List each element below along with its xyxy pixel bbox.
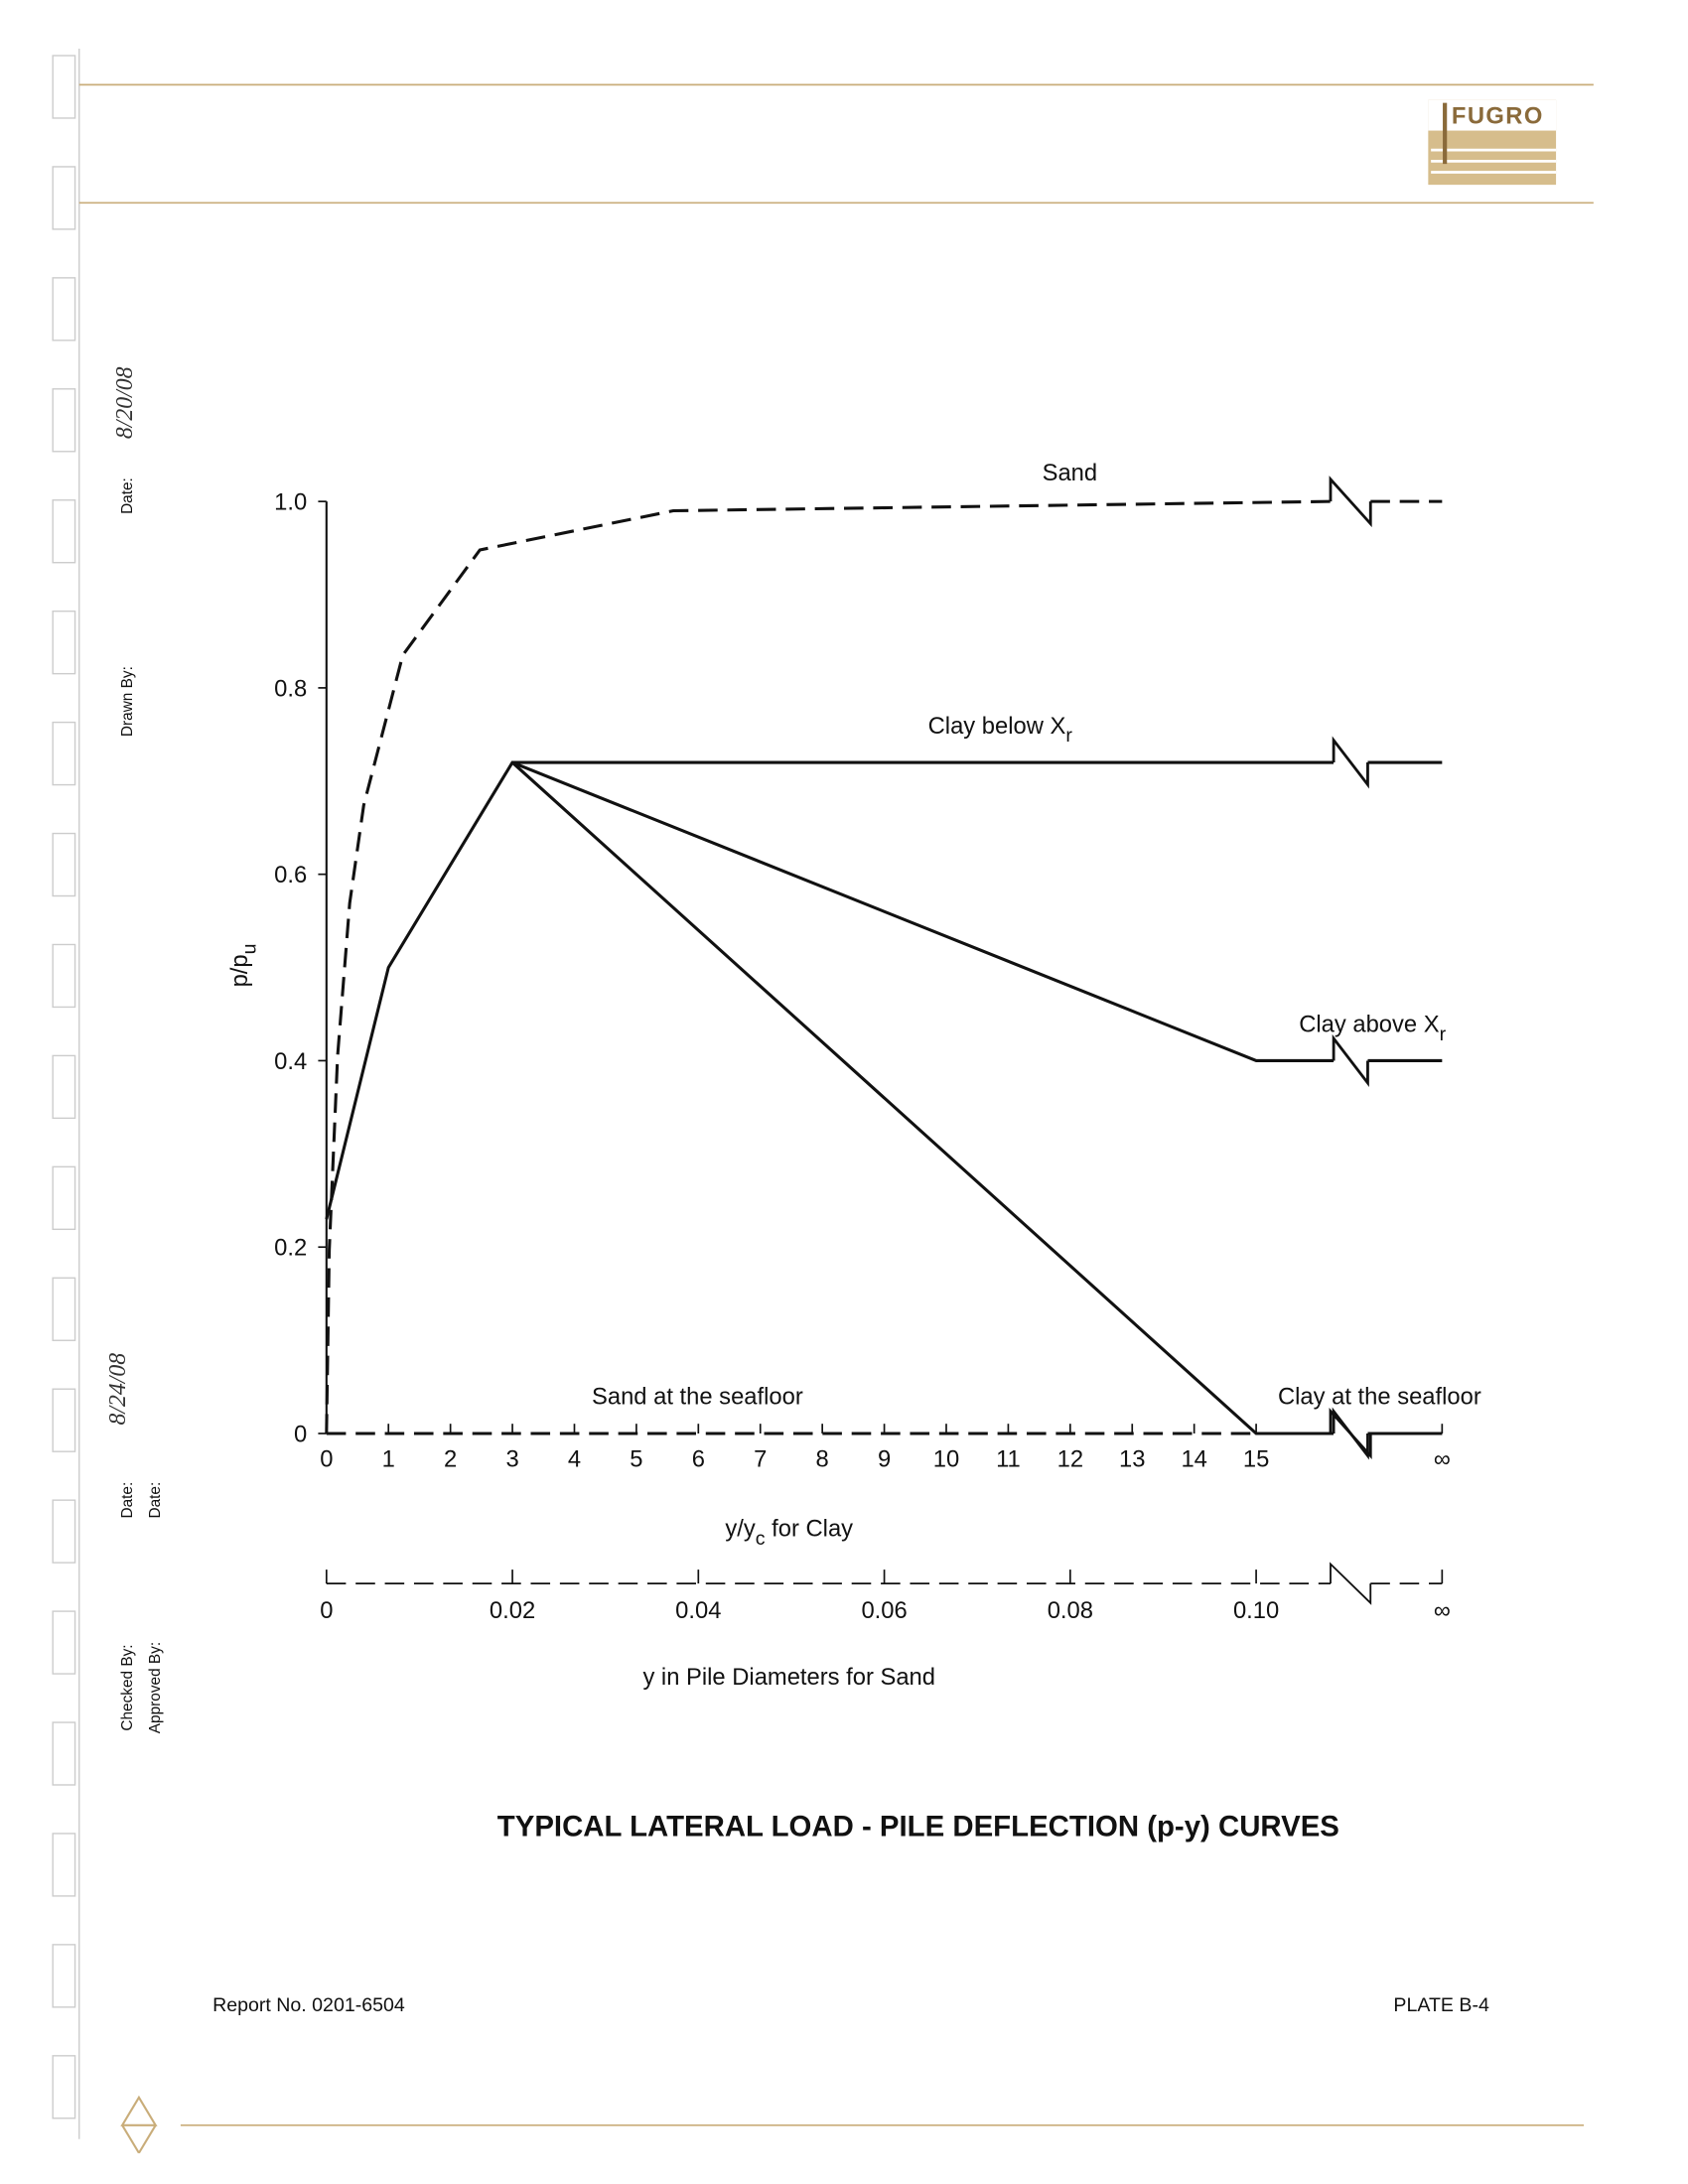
y-tick-label: 1.0 [274, 489, 307, 516]
x2-axis-label: y in Pile Diameters for Sand [642, 1664, 935, 1691]
y-tick-label: 0 [294, 1421, 307, 1447]
x-axis-label: y/yc for Clay [725, 1516, 853, 1550]
title-block-label: Date: [119, 1482, 136, 1519]
series-label: Clay at the seafloor [1278, 1384, 1481, 1411]
y-tick-label: 0.4 [274, 1048, 307, 1075]
x-tick-label: 11 [996, 1446, 1021, 1473]
x2-tick-label: 0.04 [675, 1597, 721, 1624]
x2-tick-label: 0.02 [490, 1597, 535, 1624]
logo-text: FUGRO [1452, 103, 1544, 130]
x-axis-label-text: for Clay [766, 1516, 854, 1543]
axis-break [1332, 1407, 1369, 1460]
series-line [325, 499, 1443, 1434]
axis-break [1330, 1562, 1372, 1605]
x-tick-label: ∞ [1434, 1446, 1451, 1473]
x-tick-label: 10 [933, 1446, 959, 1473]
x-axis-label-text: y/y [725, 1516, 755, 1543]
title-block-label: Approved By: [147, 1642, 164, 1733]
series-line [511, 760, 1443, 1062]
x-tick-label: 0 [320, 1446, 333, 1473]
series-label-text: Clay at the seafloor [1278, 1384, 1481, 1411]
x-tick-label: 13 [1119, 1446, 1145, 1473]
recycle-icon [120, 2095, 158, 2154]
series-label: Clay below Xr [928, 713, 1073, 747]
y-tick-label: 0.8 [274, 675, 307, 702]
series-label-text: Sand at the seafloor [592, 1384, 803, 1411]
x2-tick-label: 0 [320, 1597, 333, 1624]
y-tick-label: 0.6 [274, 862, 307, 888]
y-axis-label-sub: u [238, 943, 260, 954]
series-label-sub: r [1065, 725, 1072, 747]
x2-tick-label: 0.08 [1048, 1597, 1093, 1624]
title-block-label: Drawn By: [119, 666, 136, 737]
series-label: Sand at the seafloor [592, 1384, 803, 1411]
x-tick-label: 9 [878, 1446, 891, 1473]
x2-tick-label: 0.06 [861, 1597, 907, 1624]
series-line [510, 760, 1443, 1435]
logo: FUGRO [1428, 99, 1557, 186]
series-label-text: Sand [1043, 460, 1098, 486]
x-tick-label: 7 [754, 1446, 767, 1473]
y-tick-label: 0.2 [274, 1235, 307, 1262]
y-axis-label-text: p/p [226, 954, 253, 987]
x2-tick-label: ∞ [1434, 1597, 1451, 1624]
title-block-label: Checked By: [119, 1644, 136, 1730]
x-axis-label-sub: c [756, 1528, 766, 1550]
x-tick-label: 5 [630, 1446, 642, 1473]
handwritten-date: 8/24/08 [105, 1353, 131, 1426]
series-line [325, 760, 1443, 1220]
axis-break [1332, 1033, 1369, 1087]
x-tick-label: 6 [692, 1446, 705, 1473]
series-label-text: Clay above X [1299, 1012, 1440, 1038]
axis-break [1329, 476, 1372, 528]
series-label-text: Clay below X [928, 713, 1066, 740]
y-axis-label: p/pu [226, 943, 260, 987]
x-tick-label: 3 [505, 1446, 518, 1473]
header-rules [78, 83, 1594, 2126]
x-tick-label: 15 [1243, 1446, 1269, 1473]
axis-break [1332, 736, 1369, 789]
series-label: Sand [1043, 460, 1098, 486]
caption: TYPICAL LATERAL LOAD - PILE DEFLECTION (… [497, 1811, 1339, 1843]
x-tick-label: 1 [382, 1446, 395, 1473]
chart: 00.20.40.60.81.00 1 2 3 4 5 6 7 8 9 10 11 12 13 14 15 ∞0… [226, 460, 1481, 1691]
x-tick-label: 2 [444, 1446, 457, 1473]
x2-tick-label: 0.10 [1233, 1597, 1279, 1624]
series-label-sub: r [1440, 1024, 1447, 1045]
x-tick-label: 8 [816, 1446, 829, 1473]
series-label: Clay above Xr [1299, 1012, 1446, 1045]
binder-margin [52, 49, 80, 2139]
plate-number: PLATE B-4 [1393, 1994, 1489, 2016]
x-tick-label: 14 [1181, 1446, 1206, 1473]
handwritten-date: 8/20/08 [112, 366, 138, 439]
x-tick-label: 4 [568, 1446, 581, 1473]
title-block-label: Date: [119, 478, 136, 514]
report-number: Report No. 0201-6504 [212, 1994, 405, 2016]
title-block-label: Date: [147, 1482, 164, 1519]
x-tick-label: 12 [1057, 1446, 1083, 1473]
